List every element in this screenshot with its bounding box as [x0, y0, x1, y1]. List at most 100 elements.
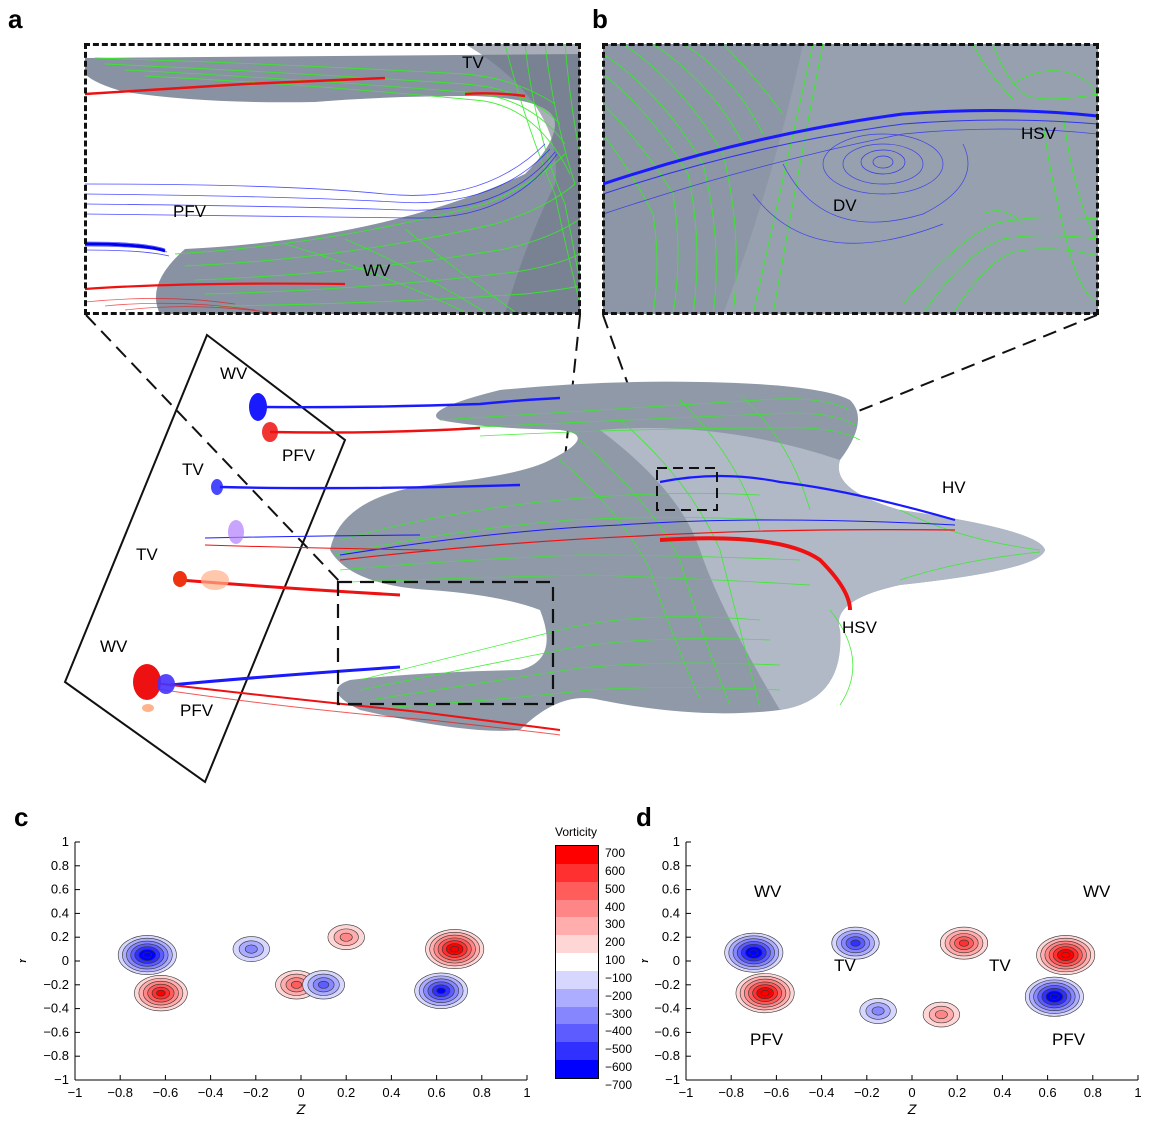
contour-level [1049, 993, 1059, 1000]
colorbar-tick-label: −200 [605, 988, 633, 1003]
colorbar-cells [555, 845, 599, 1079]
label-main-hsv: HSV [842, 618, 877, 637]
y-tick-label: 0.4 [51, 905, 69, 920]
inset-a-render [85, 44, 580, 314]
vortex-contour [425, 929, 485, 970]
x-tick-label: −0.8 [107, 1085, 133, 1100]
y-tick-label: −0.2 [43, 977, 69, 992]
x-tick-label: 0.2 [337, 1085, 355, 1100]
colorbar-cell [556, 1060, 598, 1078]
axes: −1 −0.8 −0.6 −0.4 −0.2 0 0.2 0.4 0.6 0.8 1 1 0.8 0.6 0… [642, 834, 1142, 1117]
x-tick-label: −0.8 [718, 1085, 744, 1100]
vortex-contour [922, 1001, 960, 1028]
colorbar-cell [556, 917, 598, 936]
vortex-contour [134, 974, 188, 1012]
vortex-contour [327, 924, 365, 950]
label-b-hsv: HSV [1021, 124, 1056, 143]
vortex-contour [1036, 935, 1096, 975]
y-tick-label: −0.6 [654, 1024, 680, 1039]
vortex-contour [117, 935, 177, 975]
vortex-contour [302, 970, 345, 1000]
vortex-contour [724, 932, 784, 973]
y-tick-label: 0.4 [662, 905, 680, 920]
y-tick-label: 0.8 [662, 858, 680, 873]
x-axis-label: Z [296, 1101, 306, 1117]
colorbar-cell [556, 1006, 598, 1025]
colorbar-tick-label: −600 [605, 1060, 633, 1075]
colorbar-cell [556, 881, 598, 900]
colorbar-tick-label: −400 [605, 1024, 633, 1039]
x-tick-label: 0 [297, 1085, 304, 1100]
colorbar-tick-label: 700 [605, 846, 626, 860]
vortex-contour [232, 936, 270, 962]
x-tick-label: 0.2 [948, 1085, 966, 1100]
label-d-tv-left: TV [834, 956, 856, 975]
colorbar-tick-label: 600 [605, 863, 626, 878]
colorbar-cell [556, 953, 598, 971]
y-tick-label: 0.2 [51, 929, 69, 944]
label-d-tv-right: TV [989, 956, 1011, 975]
y-tick-label: 1 [62, 834, 69, 849]
colorbar-ticks: 700 600 500 400 300 200 100 −100 −200 −300 −400 −50… [555, 845, 655, 1091]
vortex-contour [939, 926, 989, 960]
contour-level [749, 949, 759, 956]
colorbar-cell [556, 1042, 598, 1061]
y-tick-label: −0.4 [654, 1001, 680, 1016]
label-b-dv: DV [833, 196, 857, 215]
y-tick-label: −0.4 [43, 1001, 69, 1016]
x-tick-label: 1 [523, 1085, 530, 1100]
label-main-pfv-bottom: PFV [180, 701, 214, 720]
y-tick-label: 0.6 [51, 882, 69, 897]
vortex-contour [859, 998, 897, 1024]
contour-level [290, 980, 303, 989]
label-a-pfv: PFV [173, 202, 207, 221]
x-tick-label: 0.8 [473, 1085, 491, 1100]
label-a-wv: WV [363, 261, 391, 280]
main-render [63, 314, 1098, 784]
x-tick-label: 1 [1134, 1085, 1141, 1100]
colorbar-tick-label: −500 [605, 1042, 633, 1057]
plot-area [117, 924, 485, 1012]
label-a-tv: TV [462, 53, 484, 72]
contour-level [871, 1006, 885, 1016]
y-tick-label: −0.6 [43, 1024, 69, 1039]
vortex-contour [414, 972, 468, 1009]
label-d-pfv-left: PFV [750, 1030, 784, 1049]
contour-level [436, 987, 446, 995]
colorbar-tick-label: −100 [605, 970, 633, 985]
x-tick-label: 0.6 [1039, 1085, 1057, 1100]
x-tick-label: 0.8 [1084, 1085, 1102, 1100]
y-tick-label: −0.8 [43, 1048, 69, 1063]
label-main-pfv-top: PFV [282, 446, 316, 465]
label-d-pfv-right: PFV [1052, 1030, 1086, 1049]
y-tick-label: −1 [54, 1072, 69, 1087]
y-tick-label: 0 [673, 953, 680, 968]
contour-level [142, 951, 152, 959]
panel-letter-c: c [14, 802, 29, 832]
colorbar-title: Vorticity [555, 825, 598, 839]
inset-b-render [603, 44, 1098, 314]
vortex-contour [735, 973, 795, 1014]
contour-level [156, 989, 166, 997]
vortex-contour [831, 926, 880, 960]
colorbar-tick-label: −700 [605, 1078, 633, 1092]
x-tick-label: −0.6 [764, 1085, 790, 1100]
contour-level [1061, 951, 1071, 959]
y-axis-label: Y [642, 955, 651, 966]
panel-letter-a: a [8, 4, 23, 34]
vortex-contour [1024, 976, 1084, 1017]
panel-letter-d: d [636, 802, 652, 832]
x-tick-label: 0.4 [993, 1085, 1011, 1100]
y-tick-label: 0.2 [662, 929, 680, 944]
label-d-wv-right: WV [1083, 882, 1111, 901]
panel-letter-b: b [592, 4, 608, 34]
inset-a: TV PFV WV [85, 44, 580, 314]
colorbar-cell [556, 988, 598, 1007]
contour-level [850, 939, 861, 947]
colorbar-tick-label: 100 [605, 953, 626, 968]
colorbar-tick-label: 400 [605, 899, 626, 914]
x-tick-label: −1 [68, 1085, 83, 1100]
colorbar-cell [556, 970, 598, 989]
colorbar: Vorticity 700 600 500 400 300 200 100 −100 −200 −… [555, 825, 655, 1091]
x-tick-label: −1 [679, 1085, 694, 1100]
